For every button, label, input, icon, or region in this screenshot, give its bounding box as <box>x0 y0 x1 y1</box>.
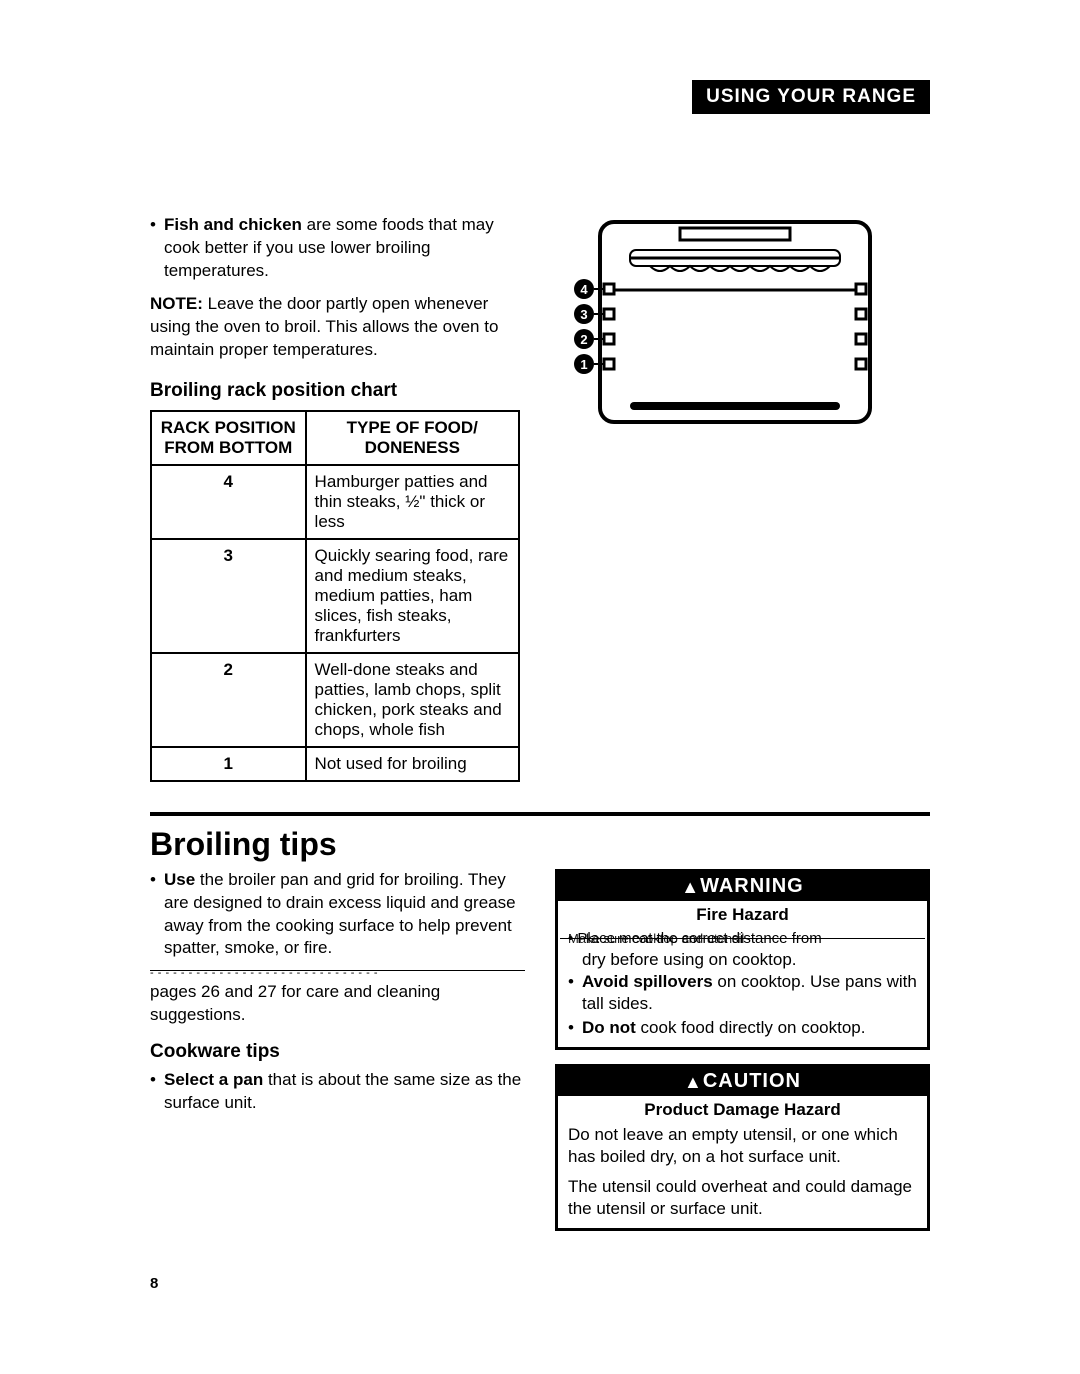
warning-b2-lead: Avoid spillovers <box>582 972 713 991</box>
warning-box: ▲WARNING Fire Hazard • Place meat the co… <box>555 869 930 1050</box>
caution-box: ▲CAUTION Product Damage Hazard Do not le… <box>555 1064 930 1231</box>
bullet-icon: • <box>150 869 164 961</box>
intro-bullet: Fish and chicken are some foods that may… <box>164 214 520 283</box>
table-row: 3 Quickly searing food, rare and medium … <box>151 539 519 653</box>
rack-pos: 3 <box>151 539 306 653</box>
intro-note-rest: Leave the door partly open whenever usin… <box>150 294 498 359</box>
table-row: 4 Hamburger patties and thin steaks, ½" … <box>151 465 519 539</box>
chart-heading: Broiling rack position chart <box>150 380 520 402</box>
rack-desc: Not used for broiling <box>306 747 519 781</box>
chart-col1-header: RACK POSITION FROM BOTTOM <box>151 411 306 465</box>
rack-pos: 4 <box>151 465 306 539</box>
warning-b3-lead: Do not <box>582 1018 636 1037</box>
svg-text:2: 2 <box>580 332 587 347</box>
rack-desc: Quickly searing food, rare and medium st… <box>306 539 519 653</box>
broiling-tip-1: Use the broiler pan and grid for broilin… <box>164 869 525 961</box>
table-row: 1 Not used for broiling <box>151 747 519 781</box>
rack-pos: 2 <box>151 653 306 747</box>
bullet-icon: • <box>150 1069 164 1115</box>
bullet-icon: • <box>150 214 164 283</box>
warning-b1-line2: dry before using on cooktop. <box>568 949 917 971</box>
rack-pos: 1 <box>151 747 306 781</box>
broiling-tips-heading: Broiling tips <box>150 826 930 863</box>
intro-note: NOTE: Leave the door partly open wheneve… <box>150 293 520 362</box>
rack-desc: Well-done steaks and patties, lamb chops… <box>306 653 519 747</box>
broiling-tip-1-lead: Use <box>164 870 195 889</box>
page-number: 8 <box>150 1275 930 1292</box>
warning-b3: Do not cook food directly on cooktop. <box>582 1017 917 1039</box>
warning-sub: Fire Hazard <box>558 901 927 927</box>
intro-bullet-lead: Fish and chicken <box>164 215 302 234</box>
bullet-icon: • <box>568 1017 582 1039</box>
svg-text:1: 1 <box>580 357 587 372</box>
cookware-tip-1-lead: Select a pan <box>164 1070 263 1089</box>
svg-text:3: 3 <box>580 307 587 322</box>
warning-overlay-under: Make sure cooktop and utensil <box>568 931 744 948</box>
caution-header: ▲CAUTION <box>558 1067 927 1096</box>
cookware-tip-1: Select a pan that is about the same size… <box>164 1069 525 1115</box>
oven-diagram: 4 3 2 1 <box>560 214 930 439</box>
broiling-post-text: pages 26 and 27 for care and cleaning su… <box>150 981 525 1027</box>
caution-p1: Do not leave an empty utensil, or one wh… <box>568 1124 917 1168</box>
caution-triangle-icon: ▲ <box>684 1072 703 1093</box>
warning-b3-rest: cook food directly on cooktop. <box>636 1018 866 1037</box>
cookware-heading: Cookware tips <box>150 1039 525 1065</box>
header-bar: USING YOUR RANGE <box>692 80 930 114</box>
svg-text:4: 4 <box>580 282 588 297</box>
bullet-icon: • <box>568 971 582 1015</box>
chart-col2-header: TYPE OF FOOD/ DONENESS <box>306 411 519 465</box>
rack-desc: Hamburger patties and thin steaks, ½" th… <box>306 465 519 539</box>
caution-p2: The utensil could overheat and could dam… <box>568 1176 917 1220</box>
intro-note-lead: NOTE: <box>150 294 203 313</box>
caution-sub: Product Damage Hazard <box>558 1096 927 1122</box>
broiling-tip-1-rest: the broiler pan and grid for broiling. T… <box>164 870 516 958</box>
rack-chart-table: RACK POSITION FROM BOTTOM TYPE OF FOOD/ … <box>150 410 520 782</box>
overlay-garbled-text: - - - - - - - - - - - - - - - - - - - - … <box>150 966 525 981</box>
caution-title: CAUTION <box>703 1070 801 1092</box>
table-row: 2 Well-done steaks and patties, lamb cho… <box>151 653 519 747</box>
warning-title: WARNING <box>700 875 804 897</box>
warning-header: ▲WARNING <box>558 872 927 901</box>
warning-triangle-icon: ▲ <box>681 877 700 898</box>
divider <box>150 812 930 816</box>
warning-b2: Avoid spillovers on cooktop. Use pans wi… <box>582 971 917 1015</box>
